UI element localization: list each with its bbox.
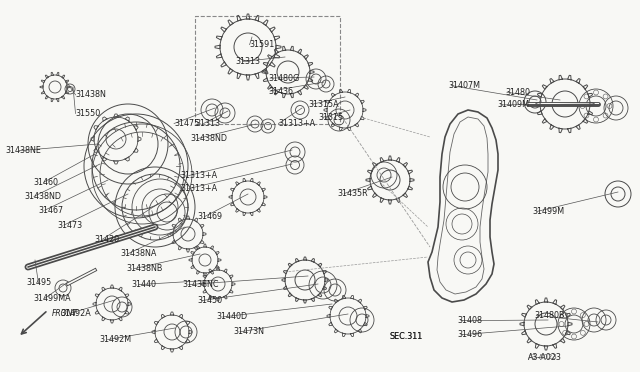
Text: 31436: 31436 <box>269 87 294 96</box>
Text: 31315: 31315 <box>319 113 344 122</box>
Text: 31591: 31591 <box>250 40 275 49</box>
Text: 31473N: 31473N <box>234 327 264 336</box>
Text: 31499MA: 31499MA <box>33 294 71 303</box>
Text: 31495: 31495 <box>27 278 52 287</box>
Text: 31438NE: 31438NE <box>5 146 41 155</box>
Text: 31438NA: 31438NA <box>120 249 157 258</box>
Text: 31492A: 31492A <box>61 309 92 318</box>
Text: 31313+A: 31313+A <box>180 184 218 193</box>
Text: 31469: 31469 <box>197 212 222 221</box>
Text: 31467: 31467 <box>38 206 63 215</box>
Text: A3-A023: A3-A023 <box>528 354 557 360</box>
Text: 31435R: 31435R <box>337 189 368 198</box>
Text: 31313+A: 31313+A <box>278 119 316 128</box>
Text: 31480: 31480 <box>506 88 531 97</box>
Text: 31460: 31460 <box>34 178 59 187</box>
Text: 31440D: 31440D <box>216 312 248 321</box>
Text: SEC.311: SEC.311 <box>389 332 422 341</box>
Text: 31313+A: 31313+A <box>180 171 218 180</box>
Text: 31407M: 31407M <box>448 81 480 90</box>
Text: 31313: 31313 <box>195 119 220 128</box>
Text: 31475: 31475 <box>174 119 199 128</box>
Bar <box>195 16 340 124</box>
Text: 31438ND: 31438ND <box>24 192 61 201</box>
Text: FRONT: FRONT <box>52 310 78 318</box>
Text: 31440: 31440 <box>131 280 156 289</box>
Text: 31438NB: 31438NB <box>127 264 163 273</box>
Text: SEC.311: SEC.311 <box>389 332 422 341</box>
Text: 31450: 31450 <box>197 296 222 305</box>
Text: 31550: 31550 <box>76 109 100 118</box>
Text: 31496: 31496 <box>458 330 483 339</box>
Text: 31438NC: 31438NC <box>182 280 219 289</box>
Text: 31499M: 31499M <box>532 207 564 216</box>
Text: 31409M: 31409M <box>498 100 530 109</box>
Text: 31492M: 31492M <box>99 335 131 344</box>
Text: 31473: 31473 <box>58 221 83 230</box>
Text: 31438N: 31438N <box>76 90 106 99</box>
Text: 31315A: 31315A <box>308 100 339 109</box>
Text: 31313: 31313 <box>236 57 260 66</box>
Text: A3-A023: A3-A023 <box>528 353 562 362</box>
Text: 31420: 31420 <box>95 235 120 244</box>
Text: 31438ND: 31438ND <box>191 134 228 143</box>
Text: 31480G: 31480G <box>269 74 300 83</box>
Text: 31408: 31408 <box>458 316 483 325</box>
Text: 31480B: 31480B <box>534 311 565 320</box>
